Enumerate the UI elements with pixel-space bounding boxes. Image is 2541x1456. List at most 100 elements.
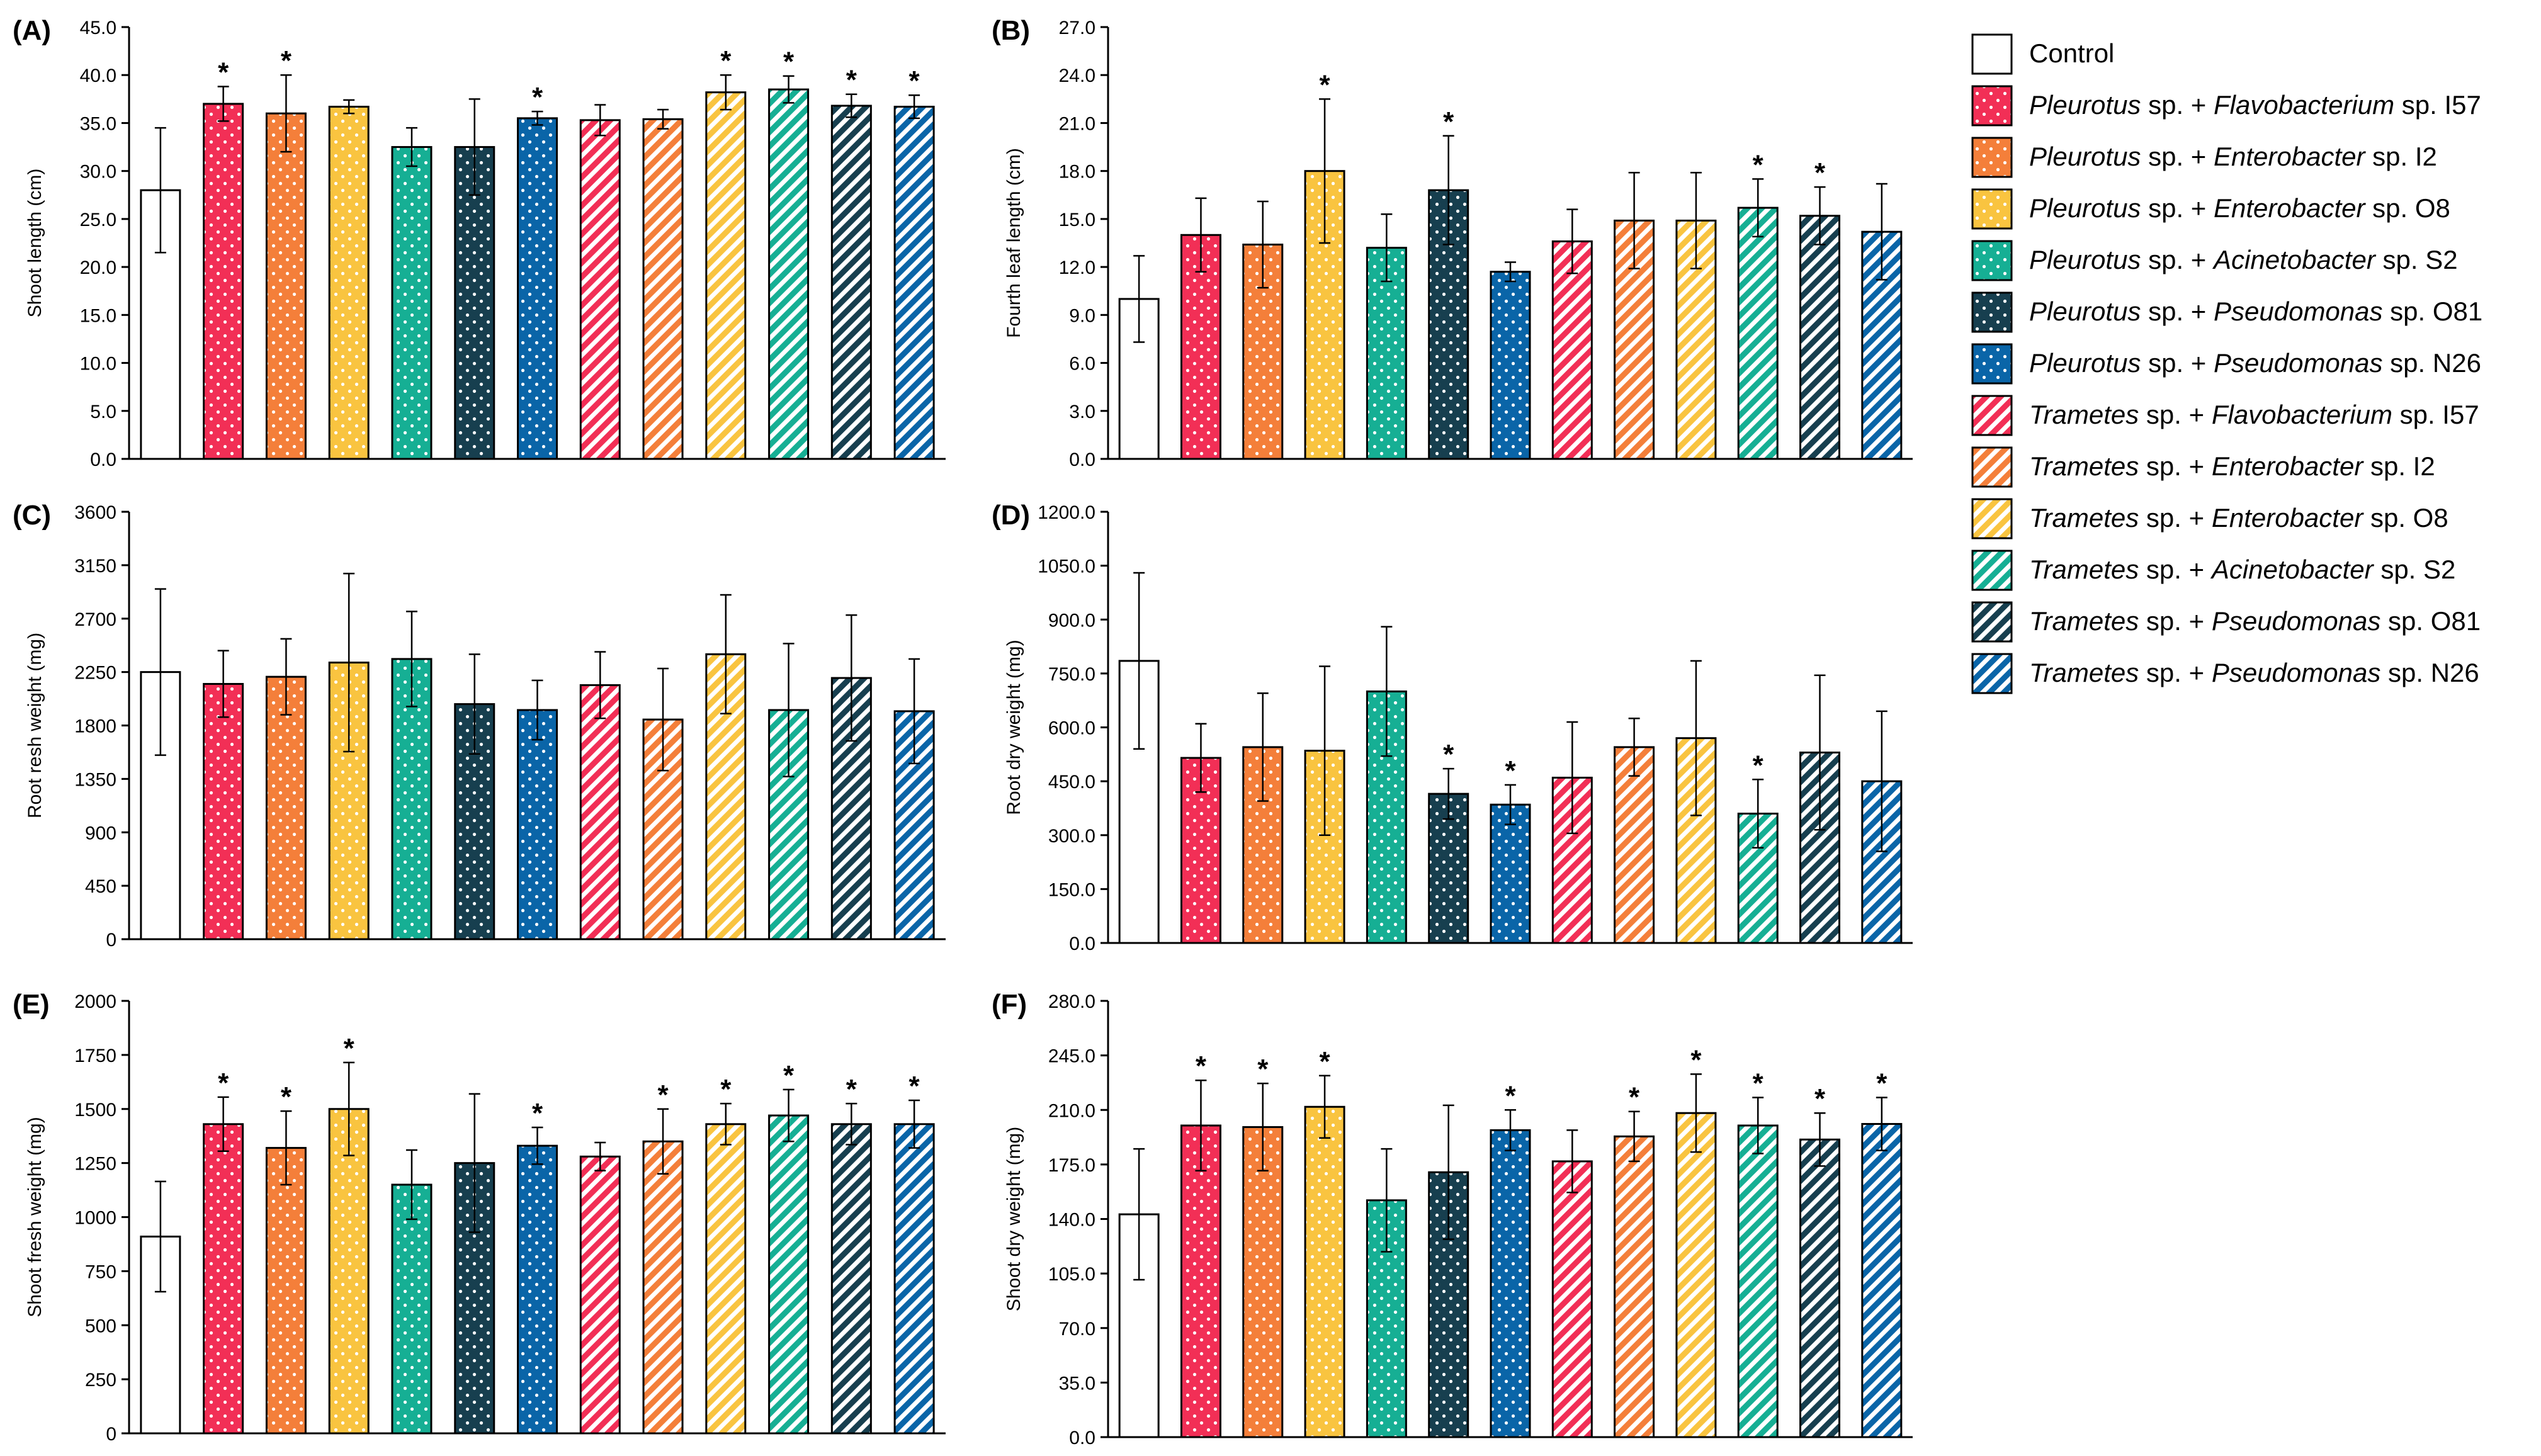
legend-swatch (1971, 240, 2013, 281)
significance-asterisk: * (344, 1033, 355, 1064)
y-tick-label: 24.0 (1059, 65, 1095, 86)
significance-asterisk: * (783, 1060, 795, 1091)
bar (1861, 1123, 1903, 1438)
legend-label: Trametes sp. + Pseudomonas sp. O81 (2029, 606, 2481, 636)
y-tick-label: 750 (85, 1261, 116, 1282)
bar (1799, 1138, 1841, 1438)
significance-asterisk: * (1257, 1054, 1269, 1085)
y-tick-label: 0.0 (90, 449, 116, 470)
bar (391, 1183, 433, 1435)
bar (1675, 1112, 1717, 1438)
legend: Control Pleurotus sp. + Flavobacterium sp… (1971, 33, 2482, 694)
y-tick-label: 1350 (74, 769, 116, 790)
significance-asterisk: * (720, 1074, 732, 1105)
legend-label: Trametes sp. + Enterobacter sp. I2 (2029, 451, 2435, 481)
legend-entry: Trametes sp. + Acinetobacter sp. S2 (1971, 550, 2455, 591)
y-tick-label: 280.0 (1048, 991, 1095, 1012)
y-tick-label: 1500 (74, 1100, 116, 1120)
y-axis-label: Shoot fresh weight (mg) (25, 1117, 45, 1317)
legend-swatch (1971, 291, 2013, 333)
y-tick-label: 1750 (74, 1046, 116, 1066)
bar (517, 117, 558, 460)
significance-asterisk: * (218, 1068, 229, 1098)
significance-asterisk: * (1814, 157, 1826, 188)
bar (705, 1123, 747, 1435)
bar (328, 1108, 370, 1435)
legend-label: Pleurotus sp. + Flavobacterium sp. I57 (2029, 90, 2481, 120)
legend-swatch (1971, 498, 2013, 539)
significance-asterisk: * (1753, 750, 1764, 781)
legend-label: Pleurotus sp. + Enterobacter sp. I2 (2029, 142, 2437, 171)
y-tick-label: 6.0 (1069, 354, 1095, 375)
legend-entry: Pleurotus sp. + Acinetobacter sp. S2 (1971, 240, 2458, 281)
y-tick-label: 2000 (74, 991, 116, 1012)
significance-asterisk: * (1753, 1068, 1764, 1098)
significance-asterisk: * (909, 1071, 920, 1102)
bar (1242, 1126, 1284, 1438)
significance-asterisk: * (1690, 1044, 1702, 1075)
bar (1737, 206, 1779, 460)
significance-asterisk: * (532, 1098, 543, 1129)
y-tick-label: 450 (85, 876, 116, 897)
y-tick-label: 3.0 (1069, 402, 1095, 422)
y-tick-label: 1250 (74, 1154, 116, 1175)
panel-label: (F) (992, 989, 1027, 1020)
significance-asterisk: * (281, 45, 292, 76)
y-tick-label: 18.0 (1059, 162, 1095, 183)
y-tick-label: 2700 (74, 609, 116, 630)
legend-swatch (1971, 85, 2013, 127)
bar (517, 1144, 558, 1435)
significance-asterisk: * (783, 47, 795, 77)
y-tick-label: 600.0 (1048, 718, 1095, 739)
legend-entry: Pleurotus sp. + Enterobacter sp. O8 (1971, 188, 2450, 230)
bar (265, 112, 307, 460)
legend-entry: Pleurotus sp. + Pseudomonas sp. N26 (1971, 343, 2481, 385)
legend-swatch (1971, 601, 2013, 643)
significance-asterisk: * (846, 1074, 857, 1105)
significance-asterisk: * (1443, 739, 1454, 770)
significance-asterisk: * (846, 65, 857, 96)
legend-swatch (1971, 343, 2013, 385)
y-axis-label: Shoot length (cm) (25, 169, 45, 318)
legend-entry: Pleurotus sp. + Enterobacter sp. I2 (1971, 137, 2437, 178)
legend-label: Trametes sp. + Enterobacter sp. O8 (2029, 503, 2448, 533)
y-tick-label: 300.0 (1048, 826, 1095, 847)
legend-swatch (1971, 395, 2013, 436)
significance-asterisk: * (218, 57, 229, 88)
bar (517, 709, 558, 940)
y-tick-label: 21.0 (1059, 113, 1095, 134)
bar (1614, 1135, 1655, 1438)
y-tick-label: 150.0 (1048, 879, 1095, 900)
panel-label: (A) (13, 15, 51, 46)
bar (893, 106, 935, 460)
y-tick-label: 1200.0 (1038, 502, 1095, 523)
y-axis-label: Root dry weight (mg) (1004, 640, 1024, 815)
y-tick-label: 750.0 (1048, 664, 1095, 685)
y-tick-label: 45.0 (80, 18, 116, 38)
bar (1799, 215, 1841, 460)
significance-asterisk: * (1753, 149, 1764, 180)
significance-asterisk: * (1196, 1051, 1207, 1081)
legend-entry: Trametes sp. + Pseudomonas sp. N26 (1971, 653, 2479, 694)
panel-label: (C) (13, 500, 51, 531)
y-tick-label: 10.0 (80, 354, 116, 375)
panel-label: (E) (13, 989, 50, 1020)
legend-label: Trametes sp. + Flavobacterium sp. I57 (2029, 400, 2479, 429)
bar (642, 118, 684, 460)
bar (1490, 1129, 1531, 1438)
legend-label: Pleurotus sp. + Acinetobacter sp. S2 (2029, 245, 2458, 274)
y-tick-label: 30.0 (80, 162, 116, 183)
y-tick-label: 1000 (74, 1208, 116, 1229)
panel-label: (D) (992, 500, 1030, 531)
y-tick-label: 9.0 (1069, 305, 1095, 326)
y-tick-label: 0.0 (1069, 1428, 1095, 1448)
bar (1614, 219, 1655, 460)
y-tick-label: 450.0 (1048, 772, 1095, 793)
bar (140, 671, 181, 940)
significance-asterisk: * (1505, 755, 1516, 786)
bar (893, 1123, 935, 1435)
bar (830, 104, 872, 460)
y-tick-label: 15.0 (1059, 210, 1095, 230)
y-tick-label: 175.0 (1048, 1155, 1095, 1176)
panel-d: (D) Root dry weight (mg) 0.0 150.0 300.0 450.… (992, 500, 1913, 954)
